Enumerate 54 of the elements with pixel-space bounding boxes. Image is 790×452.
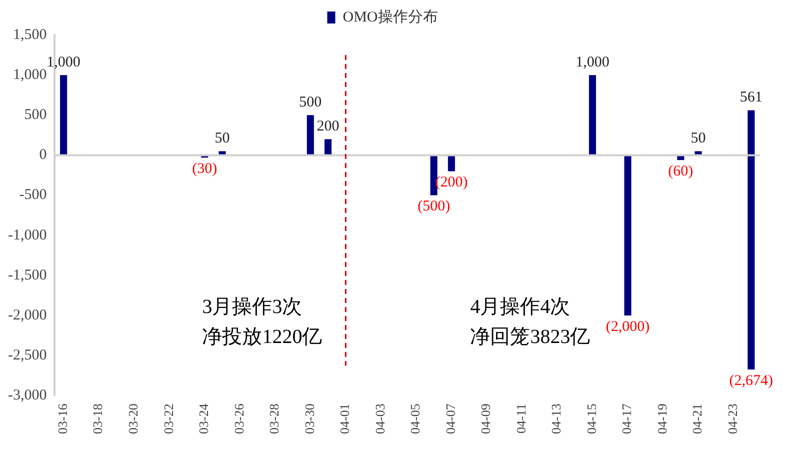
legend-label: OMO操作分布 [342, 8, 438, 26]
data-label: (500) [418, 198, 450, 215]
data-label: 200 [316, 118, 340, 135]
data-label: (2,000) [606, 318, 650, 335]
data-label: (2,674) [729, 372, 774, 389]
x-tick-label: 04-21 [690, 404, 705, 434]
bar [60, 75, 68, 156]
x-tick-label: 04-17 [619, 403, 634, 434]
y-tick-label: -2,000 [8, 307, 47, 324]
x-tick-label: 04-09 [478, 404, 494, 434]
data-label: 1,000 [576, 54, 610, 71]
x-tick-label: 04-07 [442, 403, 458, 434]
x-tick-label: 04-01 [337, 404, 352, 434]
bar [324, 139, 332, 156]
bar [306, 115, 314, 156]
data-label: 561 [740, 90, 762, 106]
x-tick-label: 04-05 [408, 404, 423, 434]
bar [588, 75, 596, 156]
x-tick-label: 04-23 [724, 404, 740, 434]
x-tick-label: 03-30 [302, 404, 317, 434]
data-label: 500 [299, 94, 322, 111]
y-tick-label: -2,500 [8, 348, 47, 364]
y-tick-label: -1,500 [8, 267, 47, 284]
data-label: (30) [192, 161, 218, 178]
bar [748, 155, 755, 370]
x-tick-label: 04-03 [372, 404, 388, 434]
data-label: 50 [690, 130, 706, 147]
bar [430, 155, 438, 196]
annotation: 4月操作4次净回笼3823亿 [470, 296, 590, 348]
x-tick-label: 03-16 [54, 403, 70, 434]
x-tick-label: 03-18 [90, 404, 106, 434]
x-tick-label: 04-15 [584, 404, 599, 434]
y-tick-label: -1,000 [8, 227, 47, 244]
x-tick-label: 04-19 [654, 404, 670, 434]
y-tick-label: -3,000 [8, 388, 47, 404]
annotation: 3月操作3次净投放1220亿 [202, 296, 322, 348]
x-tick-label: 03-22 [160, 404, 176, 434]
data-label: 50 [214, 130, 230, 147]
data-label: (60) [668, 163, 694, 180]
x-tick-label: 03-20 [126, 404, 141, 434]
x-tick-label: 04-11 [513, 404, 528, 434]
y-tick-label: 1,500 [12, 26, 47, 43]
y-tick-label: -500 [19, 187, 47, 204]
y-tick-label: 0 [39, 147, 47, 164]
y-tick-label: 500 [24, 107, 47, 124]
x-tick-label: 04-13 [548, 404, 564, 434]
bar [748, 110, 755, 156]
x-tick-label: 03-26 [231, 403, 246, 434]
x-tick-label: 03-24 [196, 403, 212, 434]
bar [448, 155, 455, 172]
x-tick-label: 03-28 [266, 404, 282, 434]
data-label: 1,000 [46, 54, 80, 71]
y-tick-label: 1,000 [12, 67, 47, 84]
bar [624, 155, 632, 316]
